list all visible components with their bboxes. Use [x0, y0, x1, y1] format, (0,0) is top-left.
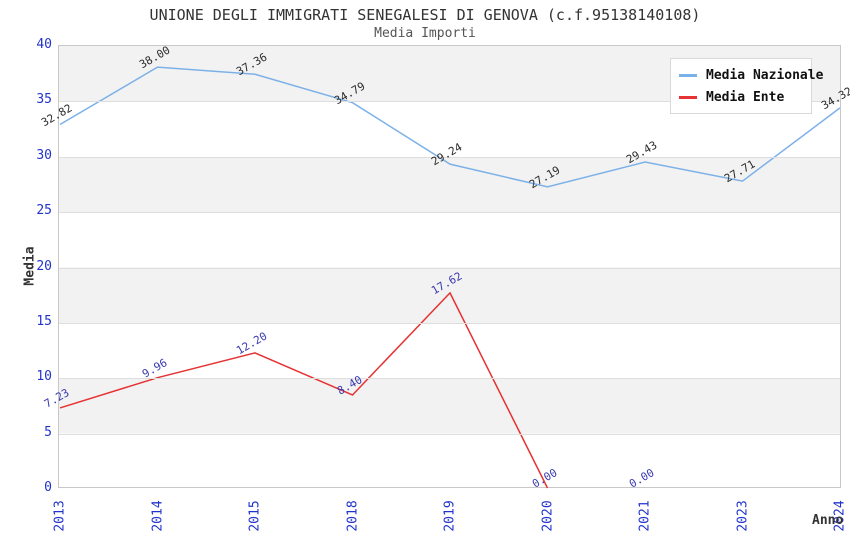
- y-tick-label: 35: [36, 92, 52, 108]
- line-series-svg: [59, 66, 841, 489]
- legend-label-media-ente: Media Ente: [706, 90, 785, 105]
- y-tick-label: 40: [36, 37, 52, 52]
- x-tick-label-2020: 2020: [540, 500, 555, 532]
- y-axis-title: Media: [22, 246, 38, 286]
- y-tick-label: 30: [36, 147, 52, 163]
- legend-swatch-red-line-icon: [679, 96, 697, 99]
- x-tick-label-2023: 2023: [735, 500, 750, 532]
- gridline: [59, 322, 840, 324]
- legend: Media Nazionale Media Ente: [670, 58, 823, 114]
- gridline: [59, 101, 840, 103]
- legend-item-media-nazionale: Media Nazionale: [679, 68, 823, 83]
- x-tick-label-2015: 2015: [247, 500, 263, 532]
- x-tick-label-2014: 2014: [150, 500, 165, 532]
- line-media-nazionale: [59, 66, 841, 188]
- y-tick-label: 25: [36, 203, 52, 219]
- y-tick-label: 20: [36, 258, 52, 274]
- legend-item-media-ente: Media Ente: [679, 90, 803, 105]
- legend-swatch-blue-line-icon: [679, 74, 697, 77]
- x-tick-label-2019: 2019: [442, 500, 458, 532]
- y-tick-label: 15: [36, 313, 52, 329]
- y-tick-label: 5: [44, 424, 52, 440]
- y-tick-label: 0: [44, 480, 52, 495]
- y-tick-label: 10: [36, 369, 52, 385]
- chart-title: UNIONE DEGLI IMMIGRATI SENEGALESI DI GEN…: [149, 6, 701, 24]
- line-media-ente: [59, 291, 549, 489]
- x-tick-label-2013: 2013: [52, 500, 68, 532]
- chart-subtitle: Media Importi: [374, 26, 476, 41]
- gridline: [59, 433, 840, 435]
- gridline: [59, 212, 840, 214]
- x-axis-title: Anno: [812, 513, 844, 528]
- x-tick-label-2021: 2021: [637, 500, 653, 532]
- gridline: [59, 156, 840, 158]
- gridline: [59, 378, 840, 380]
- gridline: [59, 267, 840, 269]
- legend-label-media-nazionale: Media Nazionale: [706, 68, 824, 83]
- plot-area: [58, 45, 841, 489]
- x-tick-label-2018: 2018: [345, 500, 360, 532]
